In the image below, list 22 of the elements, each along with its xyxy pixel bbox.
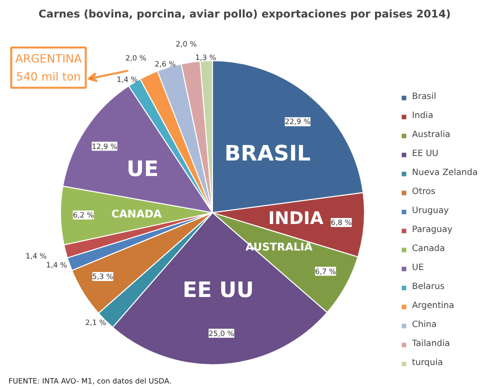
- text: BRASIL: [224, 141, 311, 166]
- legend-label: UE: [412, 263, 425, 273]
- slice-label: UE: [126, 157, 159, 182]
- text: CANADA: [111, 208, 162, 221]
- legend-label: Belarus: [412, 282, 445, 292]
- legend-label: Argentina: [412, 301, 454, 311]
- legend-label: Nueva Zelanda: [412, 168, 478, 178]
- legend-label: Tailandia: [412, 339, 450, 349]
- legend-label: Uruguay: [412, 206, 449, 216]
- legend-label: India: [412, 111, 434, 121]
- text: INDIA: [268, 209, 324, 230]
- text: ARGENTINA 540 mil ton: [15, 52, 82, 84]
- legend-label: Canada: [412, 244, 445, 254]
- slice-label: EE UU: [182, 278, 254, 304]
- legend-label: turquia: [412, 358, 443, 368]
- legend-label: China: [412, 320, 437, 330]
- legend-label: Brasil: [412, 92, 436, 102]
- legend-label: Otros: [412, 187, 436, 197]
- legend-label: EE UU: [412, 149, 438, 159]
- legend-label: Australia: [412, 130, 450, 140]
- chart-title: Carnes (bovina, porcina, aviar pollo) exportaciones por paises 2014): [38, 8, 451, 20]
- legend-label: Paraguay: [412, 225, 452, 235]
